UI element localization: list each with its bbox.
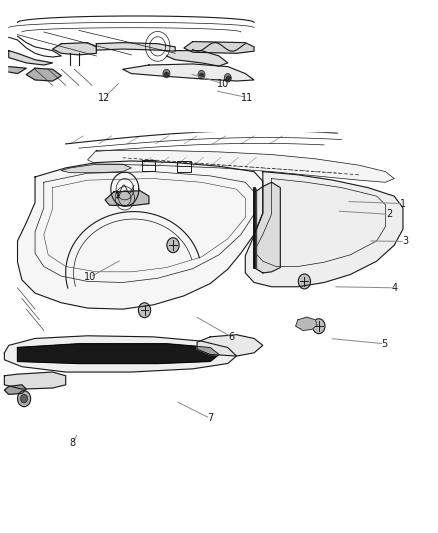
Circle shape <box>167 238 179 253</box>
Polygon shape <box>9 51 53 65</box>
Polygon shape <box>61 164 131 173</box>
Polygon shape <box>9 67 26 74</box>
Circle shape <box>313 319 325 334</box>
Bar <box>142 160 155 171</box>
Polygon shape <box>53 43 96 55</box>
Polygon shape <box>4 385 26 394</box>
Polygon shape <box>18 161 263 309</box>
Polygon shape <box>4 336 237 372</box>
Polygon shape <box>296 317 317 330</box>
Polygon shape <box>105 191 149 206</box>
Text: 6: 6 <box>228 332 234 342</box>
Bar <box>177 161 191 172</box>
Polygon shape <box>245 172 403 287</box>
Text: 11: 11 <box>241 93 254 102</box>
Polygon shape <box>123 64 254 81</box>
Polygon shape <box>88 150 394 182</box>
Polygon shape <box>26 68 61 81</box>
Polygon shape <box>166 51 228 66</box>
Text: 2: 2 <box>386 209 392 219</box>
Circle shape <box>18 391 31 407</box>
Polygon shape <box>254 182 280 273</box>
Bar <box>0 117 438 131</box>
Text: 4: 4 <box>391 283 397 293</box>
Circle shape <box>163 69 170 78</box>
Text: 10: 10 <box>84 272 96 282</box>
Circle shape <box>138 303 151 318</box>
Text: 8: 8 <box>69 439 75 448</box>
Text: 10: 10 <box>217 79 230 88</box>
Polygon shape <box>197 335 263 356</box>
Polygon shape <box>18 344 219 364</box>
Circle shape <box>224 74 231 82</box>
Polygon shape <box>184 42 254 53</box>
Polygon shape <box>96 43 175 51</box>
Circle shape <box>198 70 205 79</box>
Text: 12: 12 <box>98 93 110 102</box>
Circle shape <box>21 394 28 403</box>
Text: 1: 1 <box>400 199 406 208</box>
Circle shape <box>298 274 311 289</box>
Text: 7: 7 <box>207 414 213 423</box>
Polygon shape <box>4 372 66 389</box>
Text: 5: 5 <box>381 339 388 349</box>
Text: 3: 3 <box>402 237 408 246</box>
